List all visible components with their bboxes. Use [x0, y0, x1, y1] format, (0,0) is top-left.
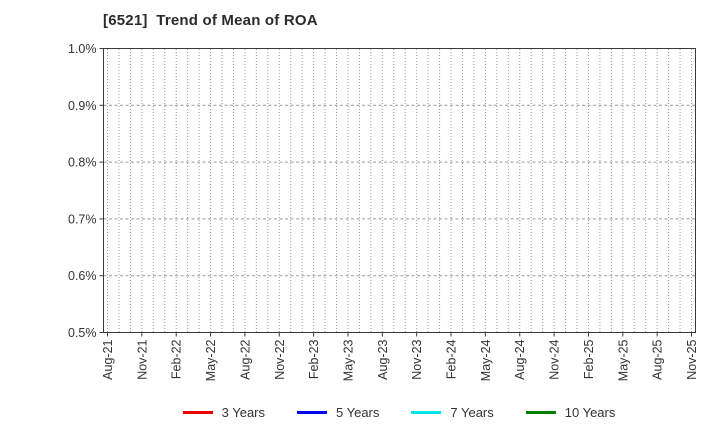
legend-line-3-years-icon: [182, 411, 213, 414]
x-tick-label: May-23: [341, 339, 355, 381]
legend-item-7-years: 7 Years: [411, 405, 494, 420]
x-tick-label: Nov-25: [685, 339, 699, 379]
y-tick-label: 0.5%: [68, 326, 97, 340]
y-tick-label: 0.6%: [68, 269, 97, 283]
y-tick-label: 1.0%: [68, 42, 97, 56]
legend-line-10-years-icon: [525, 411, 556, 414]
y-tick-label: 0.7%: [68, 212, 97, 226]
legend-label-3-years: 3 Years: [221, 405, 265, 420]
plot-border: [103, 48, 696, 333]
y-tick-label: 0.9%: [68, 99, 97, 113]
x-tick-label: Feb-24: [445, 339, 459, 379]
chart-legend: 3 Years 5 Years 7 Years 10 Years: [103, 405, 695, 420]
x-tick-label: Feb-22: [170, 339, 184, 379]
x-tick-label: Nov-22: [273, 339, 287, 379]
chart-title: [6521] Trend of Mean of ROA: [103, 12, 318, 29]
x-tick-label: Aug-25: [651, 339, 665, 379]
legend-label-5-years: 5 Years: [336, 405, 380, 420]
x-tick-label: Aug-21: [101, 339, 115, 379]
y-tick-label: 0.8%: [68, 156, 97, 170]
legend-item-10-years: 10 Years: [525, 405, 616, 420]
x-tick-label: Aug-22: [238, 339, 252, 379]
x-tick-label: Feb-23: [307, 339, 321, 379]
legend-label-7-years: 7 Years: [450, 405, 494, 420]
legend-item-3-years: 3 Years: [182, 405, 265, 420]
x-tick-label: May-25: [616, 339, 630, 381]
x-tick-label: Aug-23: [376, 339, 390, 379]
x-tick-label: Feb-25: [582, 339, 596, 379]
x-tick-label: May-24: [479, 339, 493, 381]
x-tick-label: Aug-24: [513, 339, 527, 379]
legend-line-7-years-icon: [411, 411, 442, 414]
x-tick-label: Nov-21: [135, 339, 149, 379]
x-tick-label: Nov-24: [548, 339, 562, 379]
x-tick-label: Nov-23: [410, 339, 424, 379]
legend-line-5-years-icon: [297, 411, 327, 414]
x-tick-label: May-22: [204, 339, 218, 381]
legend-label-10-years: 10 Years: [564, 405, 616, 420]
legend-item-5-years: 5 Years: [297, 405, 379, 420]
